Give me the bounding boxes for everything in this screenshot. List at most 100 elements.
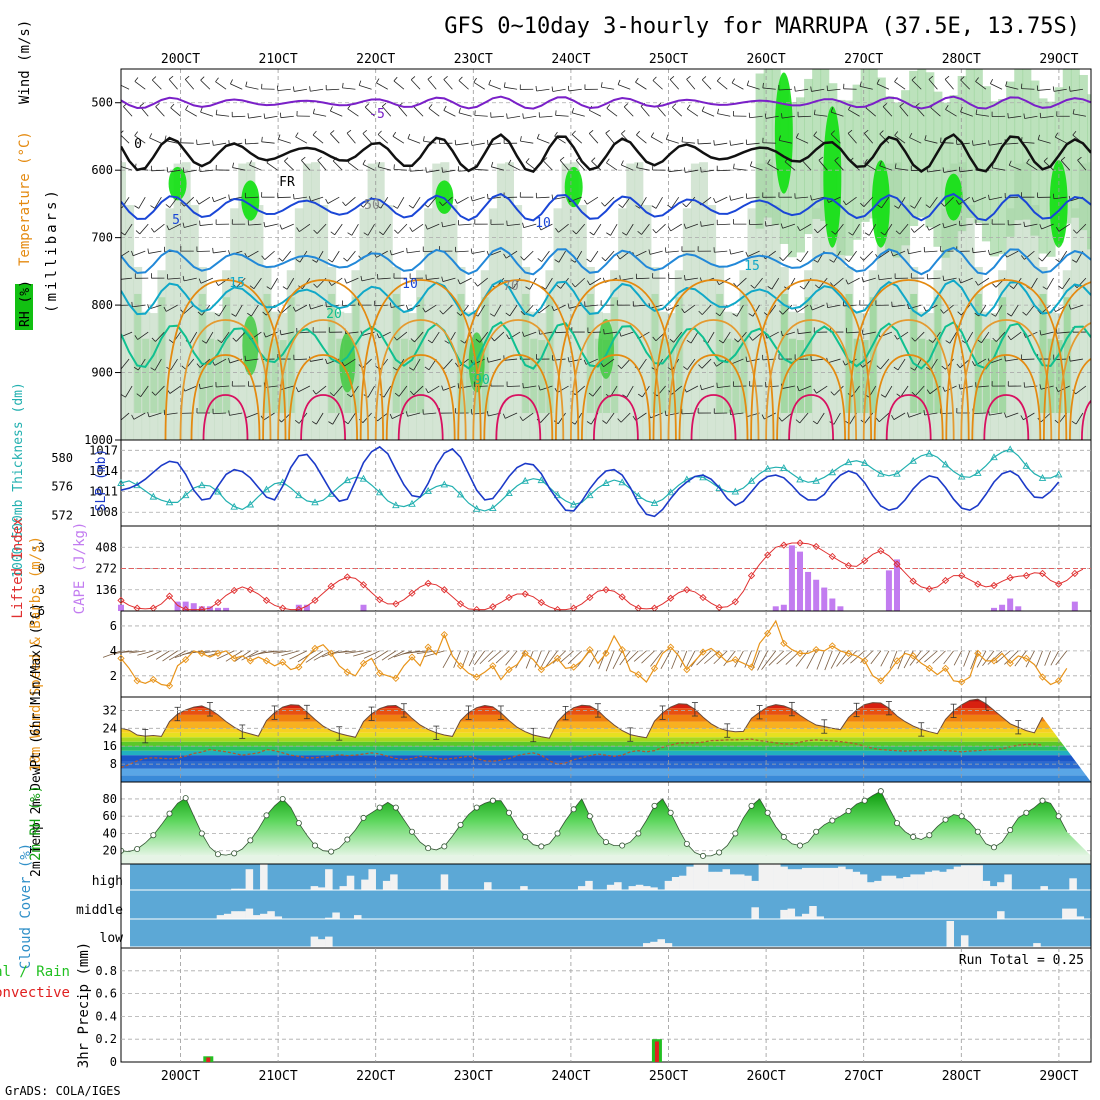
rh-cell: [302, 163, 312, 440]
rh-cell: [254, 205, 264, 440]
wind-barb: [589, 109, 602, 117]
rh-cell: [1022, 69, 1032, 220]
surface-wind-barb: [559, 650, 574, 663]
wind-barb: [442, 304, 453, 315]
lifted-index-point: [1055, 580, 1063, 588]
rh-cell: [513, 205, 523, 440]
wind-barb-flag: [522, 382, 524, 389]
wind-barb: [155, 385, 165, 396]
rh-tick: 20: [103, 844, 117, 858]
wind-barb-flag: [555, 228, 559, 233]
wind-barb: [342, 87, 356, 90]
wind-barb-flag: [409, 227, 413, 232]
wind-barb-flag: [118, 333, 120, 338]
wind-barb-flag: [474, 281, 478, 287]
cape-bar: [805, 571, 812, 611]
wind-speed-point: [699, 648, 707, 656]
rh-cell: [651, 293, 659, 414]
wind-barb: [722, 331, 731, 344]
rh-cell: [392, 293, 400, 414]
wind-barb-flag: [247, 312, 252, 317]
wind-barb: [166, 304, 178, 312]
wind-speed-point: [279, 658, 287, 666]
wind-barb-flag: [488, 79, 492, 85]
wind-barb: [575, 223, 586, 235]
surface-wind-barb: [776, 650, 793, 665]
wind-barb: [184, 79, 195, 90]
wind-barb-flag: [525, 286, 530, 290]
wind-barb-flag: [700, 221, 702, 227]
wind-barb: [673, 331, 683, 343]
wind-barb-flag: [1054, 132, 1059, 138]
wind-barb: [846, 331, 860, 334]
wind-barb: [392, 135, 405, 144]
wind-barb: [686, 385, 699, 393]
cloud-bar-high: [664, 880, 673, 890]
wind-barb-flag: [1069, 86, 1071, 92]
wind-barb-flag: [713, 198, 716, 203]
surface-wind-barb: [806, 650, 817, 669]
wind-barb: [333, 385, 343, 397]
temp-tick: 16: [103, 739, 117, 753]
cloud-bar-high: [614, 882, 622, 890]
wind-barb: [377, 134, 389, 144]
rh-cell: [594, 338, 602, 414]
wind-barb: [477, 304, 486, 317]
wind-speed-point: [731, 655, 739, 664]
wind-barb: [812, 304, 825, 311]
wind-barb: [170, 107, 181, 117]
wind-barb-flag: [410, 338, 415, 343]
wind-barb-flag: [425, 167, 427, 173]
rh-cell: [173, 163, 183, 440]
date-label-bottom: 23OCT: [454, 1069, 493, 1084]
wind-barb-flag: [121, 368, 122, 370]
wind-speed-point: [553, 654, 562, 662]
contour-warm: [1081, 399, 1091, 440]
contour-freezing: [121, 133, 1091, 174]
wind-barb-flag: [729, 195, 732, 201]
rh-tick: 40: [103, 826, 117, 840]
wind-barb: [833, 277, 844, 287]
wind-barb: [589, 277, 602, 286]
wind-barb-flag: [1055, 226, 1060, 232]
wind-barb: [121, 412, 130, 421]
wind-barb-flag: [409, 390, 414, 396]
wind-barb: [398, 385, 408, 397]
wind-barb-flag: [317, 156, 322, 161]
wind-barb: [215, 81, 227, 90]
wind-barb: [1053, 88, 1067, 92]
wind-barb: [834, 160, 844, 171]
date-label-top: 28OCT: [942, 52, 981, 67]
wind-barb-flag: [701, 76, 707, 81]
wind-barb: [881, 196, 890, 209]
cloud-bar-high: [859, 874, 868, 890]
wind-barb: [924, 139, 938, 144]
wind-barb-flag: [1004, 356, 1006, 362]
wind-barb-flag: [538, 225, 542, 231]
wind-barb-flag: [427, 339, 433, 344]
rh-cell: [206, 338, 214, 414]
wind-barb: [707, 331, 715, 344]
wind-barb-flag: [1039, 384, 1042, 390]
rh-cell: [634, 162, 644, 440]
cloud-bar-high: [982, 880, 991, 890]
wind-barb-flag: [182, 167, 185, 173]
wind-speed-point: [440, 631, 448, 639]
lifted-index-point: [1006, 574, 1014, 582]
wind-barb: [523, 223, 537, 228]
wind-barb-flag: [392, 131, 397, 137]
wind-barb-flag: [945, 105, 949, 110]
wind-barb-flag: [637, 230, 642, 235]
cape-bar: [190, 603, 197, 611]
cloud-bar-high: [997, 882, 1005, 890]
wind-speed-point: [376, 669, 384, 677]
wind-barb: [214, 358, 227, 366]
date-label-top: 22OCT: [356, 52, 395, 67]
wind-barb-flag: [987, 249, 990, 255]
wind-barb-flag: [829, 259, 834, 263]
wind-barb-flag: [116, 418, 119, 422]
wind-barb: [1070, 304, 1084, 310]
wind-barb: [878, 277, 892, 281]
wind-barb-flag: [312, 108, 315, 114]
wind-barb: [280, 304, 292, 314]
